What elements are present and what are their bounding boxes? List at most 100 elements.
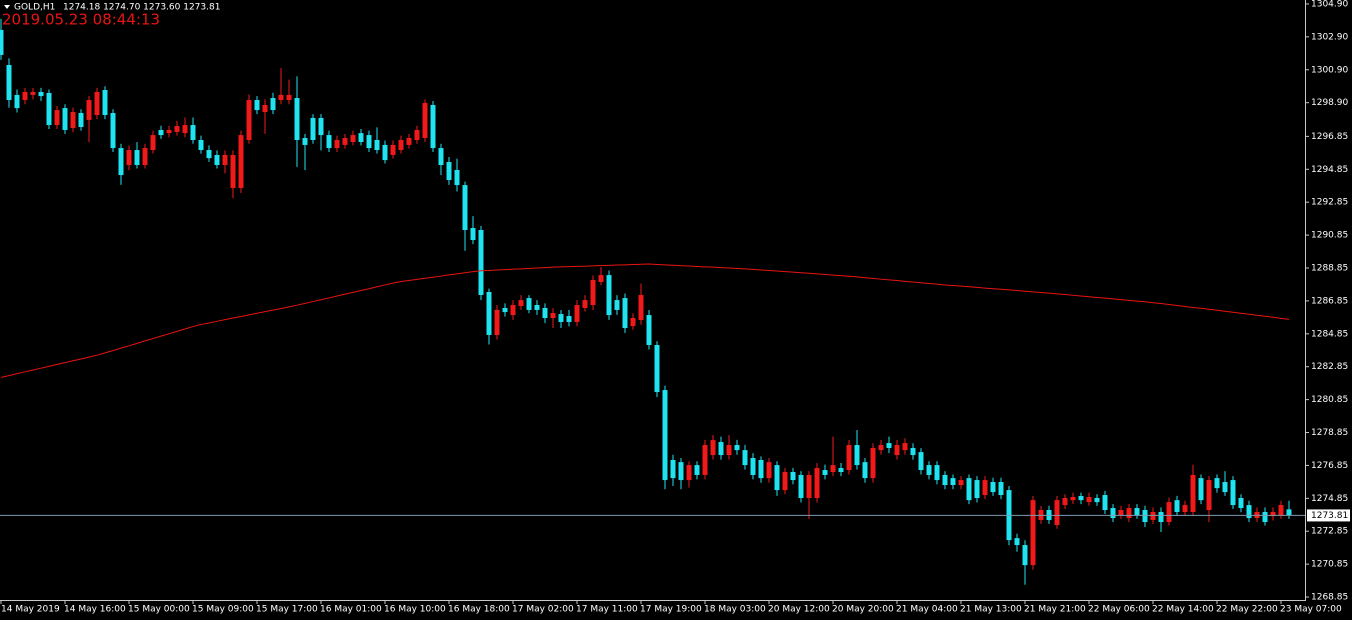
- candle-body: [1062, 497, 1068, 506]
- candle-body: [1150, 511, 1156, 521]
- candle-body: [574, 305, 580, 322]
- candle-body: [430, 104, 436, 149]
- y-tick-label: 1282.85: [1311, 362, 1348, 372]
- candle-body: [358, 133, 364, 142]
- candle-body: [1110, 508, 1116, 519]
- candle-body: [1030, 500, 1036, 566]
- candle-body: [478, 229, 484, 295]
- candle-body: [526, 298, 532, 310]
- candle-body: [766, 462, 772, 479]
- candle-body: [758, 459, 764, 479]
- candle-body: [918, 452, 924, 471]
- candle-body: [470, 228, 476, 241]
- moving-average-line: [0, 263, 1290, 378]
- x-tick-label: 21 May 04:00: [896, 605, 958, 615]
- candle-body: [750, 458, 756, 475]
- candle-body: [246, 100, 252, 141]
- candle-body: [286, 94, 292, 101]
- candle-body: [1158, 511, 1164, 523]
- candle-body: [942, 474, 948, 486]
- candle-body: [0, 29, 4, 55]
- y-tick-label: 1300.90: [1311, 65, 1348, 75]
- y-tick-label: 1298.90: [1311, 98, 1348, 108]
- candle-body: [1230, 480, 1236, 506]
- candle-body: [694, 465, 700, 475]
- y-tick-label: 1302.90: [1311, 32, 1348, 42]
- candle-body: [678, 462, 684, 481]
- candle-body: [518, 300, 524, 307]
- candle-body: [438, 148, 444, 166]
- y-tick-label: 1288.85: [1311, 264, 1348, 274]
- y-tick-label: 1286.85: [1311, 296, 1348, 306]
- candle-body: [1222, 482, 1228, 493]
- candle-body: [854, 445, 860, 466]
- candle-body: [1262, 511, 1268, 523]
- x-tick-label: 23 May 07:00: [1280, 605, 1342, 615]
- candle-body: [1094, 497, 1100, 503]
- candle-body: [870, 447, 876, 479]
- candle-body: [622, 298, 628, 329]
- candle-body: [454, 169, 460, 186]
- y-tick-label: 1274.85: [1311, 494, 1348, 504]
- candle-body: [30, 91, 36, 95]
- x-tick-label: 15 May 00:00: [128, 605, 190, 615]
- x-tick-label: 21 May 21:00: [1024, 605, 1086, 615]
- candle-body: [1134, 508, 1140, 516]
- candle-body: [486, 292, 492, 335]
- candle-body: [1054, 500, 1060, 525]
- y-tick-label: 1278.85: [1311, 428, 1348, 438]
- candle-body: [190, 125, 196, 141]
- candle-body: [254, 100, 260, 111]
- candle-body: [1286, 509, 1292, 516]
- candle-body: [1014, 538, 1020, 546]
- y-tick-label: 1294.85: [1311, 165, 1348, 175]
- candle-body: [1190, 474, 1196, 512]
- candle-body: [278, 94, 284, 101]
- candle-body: [686, 465, 692, 481]
- candle-body: [734, 445, 740, 451]
- candle-body: [462, 185, 468, 230]
- candle-body: [894, 445, 900, 456]
- candle-body: [166, 129, 172, 134]
- candle-body: [214, 154, 220, 166]
- candle-body: [878, 445, 884, 451]
- candle-body: [1086, 497, 1092, 503]
- y-tick-label: 1290.85: [1311, 231, 1348, 241]
- candle-body: [398, 140, 404, 151]
- candle-body: [142, 148, 148, 166]
- candle-body: [926, 465, 932, 475]
- candle-body: [46, 92, 52, 126]
- candle-body: [422, 102, 428, 139]
- candle-body: [126, 150, 132, 166]
- y-tick-label: 1280.85: [1311, 395, 1348, 405]
- candle-body: [1118, 510, 1124, 516]
- y-tick-label: 1268.85: [1311, 593, 1348, 603]
- candle-body: [782, 472, 788, 491]
- candle-body: [374, 140, 380, 151]
- y-tick-label: 1304.90: [1311, 0, 1348, 9]
- candle-body: [902, 443, 908, 451]
- candle-body: [862, 462, 868, 479]
- candle-body: [1126, 508, 1132, 519]
- candle-body: [814, 468, 820, 498]
- candle-body: [950, 478, 956, 486]
- candle-body: [806, 474, 812, 498]
- candle-body: [1182, 505, 1188, 512]
- candle-body: [998, 482, 1004, 496]
- candle-body: [158, 129, 164, 136]
- candle-body: [598, 275, 604, 282]
- candle-body: [334, 140, 340, 149]
- current-price-label: 1273.81: [1311, 511, 1348, 521]
- candle-body: [1238, 497, 1244, 509]
- candle-body: [366, 135, 372, 149]
- candle-body: [62, 108, 68, 130]
- candle-body: [1206, 480, 1212, 511]
- candle-body: [1102, 495, 1108, 511]
- symbol-menu-icon[interactable]: [4, 5, 10, 9]
- candle-body: [566, 316, 572, 322]
- x-tick-label: 22 May 14:00: [1152, 605, 1214, 615]
- candle-body: [206, 150, 212, 159]
- candle-body: [390, 144, 396, 155]
